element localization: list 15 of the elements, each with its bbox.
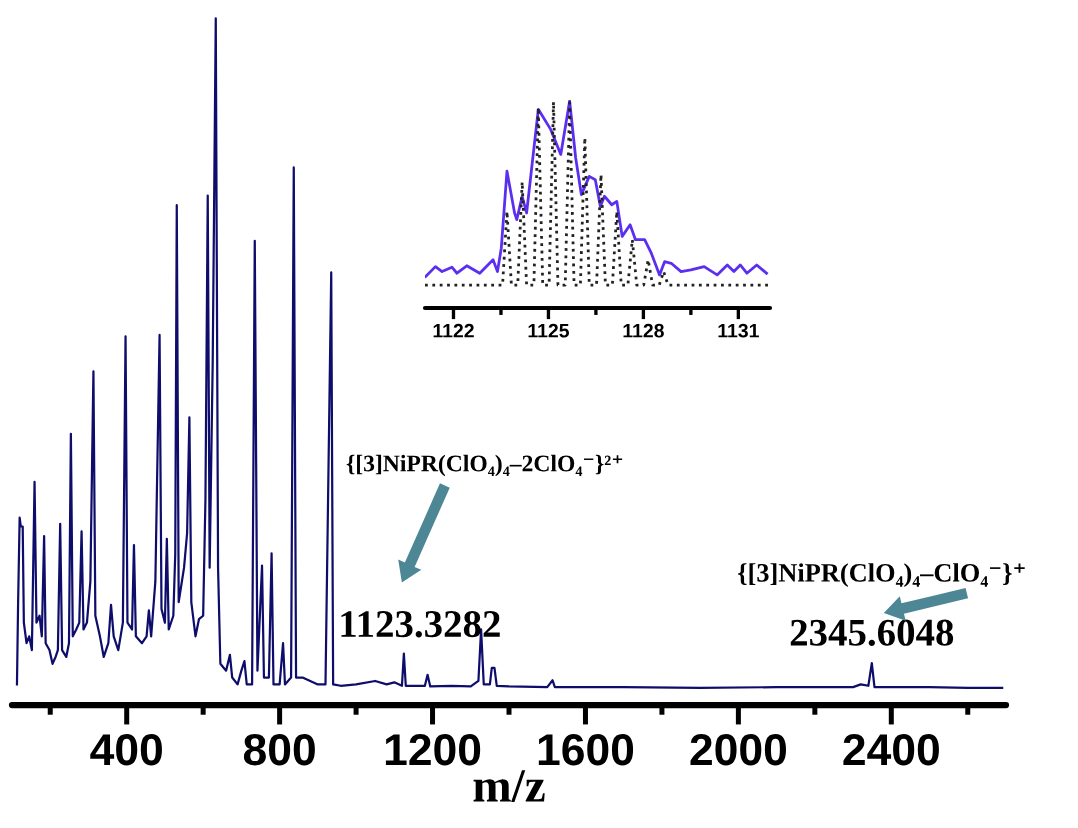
x-tick-label: 800 bbox=[243, 733, 315, 766]
x-axis-title: m/z bbox=[473, 770, 545, 802]
annotation: {[3]NiPR(ClO₄)₄–ClO₄⁻}⁺ bbox=[738, 563, 1025, 588]
x-tick-label: 1125 bbox=[528, 323, 569, 338]
x-tick-label: 1122 bbox=[433, 323, 474, 338]
x-tick-label: 2400 bbox=[843, 733, 939, 766]
annotation: 1123.3282 bbox=[341, 611, 500, 638]
annotation: {[3]NiPR(ClO₄)₄–2ClO₄⁻}²⁺ bbox=[346, 454, 623, 477]
x-tick-label: 1600 bbox=[538, 733, 634, 766]
x-tick-label: 2000 bbox=[690, 733, 786, 766]
x-tick-label: 1200 bbox=[385, 733, 481, 766]
x-tick-label: 1131 bbox=[718, 323, 759, 338]
annotation: 2345.6048 bbox=[790, 619, 954, 647]
x-tick-label: 400 bbox=[90, 733, 162, 766]
x-tick-label: 1128 bbox=[623, 323, 664, 338]
